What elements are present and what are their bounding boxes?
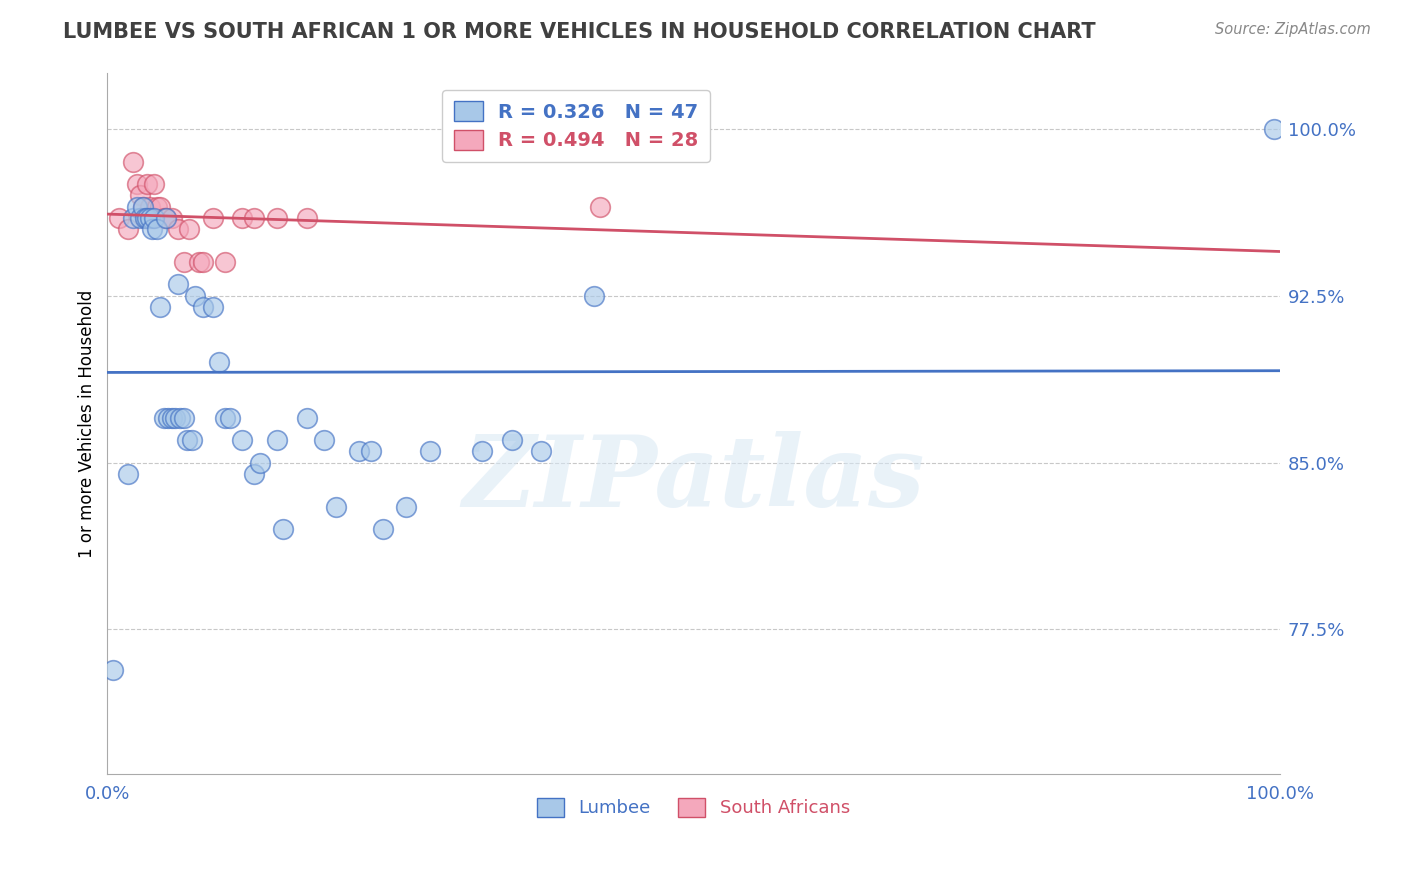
Lumbee	[271, 522, 294, 536]
South Africans	[243, 211, 266, 225]
Lumbee	[138, 211, 160, 225]
South Africans	[141, 211, 163, 225]
Lumbee	[134, 211, 156, 225]
South Africans	[143, 178, 166, 192]
Lumbee	[325, 500, 347, 514]
Lumbee	[1263, 121, 1285, 136]
Lumbee	[173, 411, 195, 425]
South Africans	[231, 211, 253, 225]
Lumbee	[201, 300, 224, 314]
South Africans	[173, 255, 195, 269]
Lumbee	[157, 411, 180, 425]
South Africans	[193, 255, 215, 269]
Lumbee	[219, 411, 242, 425]
Lumbee	[145, 221, 167, 235]
Lumbee	[117, 467, 139, 481]
Lumbee	[314, 434, 336, 448]
South Africans	[145, 200, 167, 214]
Lumbee	[143, 211, 166, 225]
Lumbee	[243, 467, 266, 481]
Text: LUMBEE VS SOUTH AFRICAN 1 OR MORE VEHICLES IN HOUSEHOLD CORRELATION CHART: LUMBEE VS SOUTH AFRICAN 1 OR MORE VEHICL…	[63, 22, 1095, 42]
South Africans	[129, 188, 152, 202]
Lumbee	[125, 200, 148, 214]
Lumbee	[176, 434, 198, 448]
Text: Source: ZipAtlas.com: Source: ZipAtlas.com	[1215, 22, 1371, 37]
Lumbee	[530, 444, 553, 458]
Lumbee	[582, 288, 605, 302]
Lumbee	[501, 434, 523, 448]
South Africans	[166, 221, 188, 235]
South Africans	[179, 221, 201, 235]
Lumbee	[231, 434, 253, 448]
Lumbee	[152, 411, 174, 425]
Lumbee	[169, 411, 191, 425]
South Africans	[125, 178, 148, 192]
Lumbee	[419, 444, 441, 458]
Lumbee	[214, 411, 236, 425]
South Africans	[155, 211, 177, 225]
Lumbee	[193, 300, 215, 314]
Lumbee	[103, 663, 125, 677]
Lumbee	[371, 522, 394, 536]
Lumbee	[180, 434, 202, 448]
Lumbee	[160, 411, 183, 425]
South Africans	[131, 200, 153, 214]
Lumbee	[471, 444, 494, 458]
Lumbee	[141, 221, 163, 235]
Lumbee	[129, 211, 152, 225]
Lumbee	[155, 211, 177, 225]
South Africans	[108, 211, 131, 225]
Text: ZIPatlas: ZIPatlas	[463, 432, 925, 528]
South Africans	[589, 200, 612, 214]
South Africans	[187, 255, 209, 269]
Lumbee	[395, 500, 418, 514]
Lumbee	[249, 456, 271, 470]
Lumbee	[149, 300, 172, 314]
Lumbee	[208, 355, 231, 369]
South Africans	[295, 211, 318, 225]
South Africans	[266, 211, 288, 225]
South Africans	[149, 200, 172, 214]
Lumbee	[131, 200, 153, 214]
South Africans	[138, 200, 160, 214]
South Africans	[117, 221, 139, 235]
South Africans	[214, 255, 236, 269]
South Africans	[122, 155, 145, 169]
Lumbee	[165, 411, 187, 425]
Lumbee	[360, 444, 382, 458]
South Africans	[160, 211, 183, 225]
South Africans	[201, 211, 224, 225]
South Africans	[136, 178, 159, 192]
South Africans	[134, 211, 156, 225]
Lumbee	[266, 434, 288, 448]
Lumbee	[166, 277, 188, 292]
Y-axis label: 1 or more Vehicles in Household: 1 or more Vehicles in Household	[79, 289, 96, 558]
South Africans	[152, 211, 174, 225]
Lumbee	[122, 211, 145, 225]
Lumbee	[349, 444, 371, 458]
Lumbee	[136, 211, 159, 225]
Lumbee	[184, 288, 207, 302]
Lumbee	[295, 411, 318, 425]
Legend: Lumbee, South Africans: Lumbee, South Africans	[530, 791, 858, 825]
